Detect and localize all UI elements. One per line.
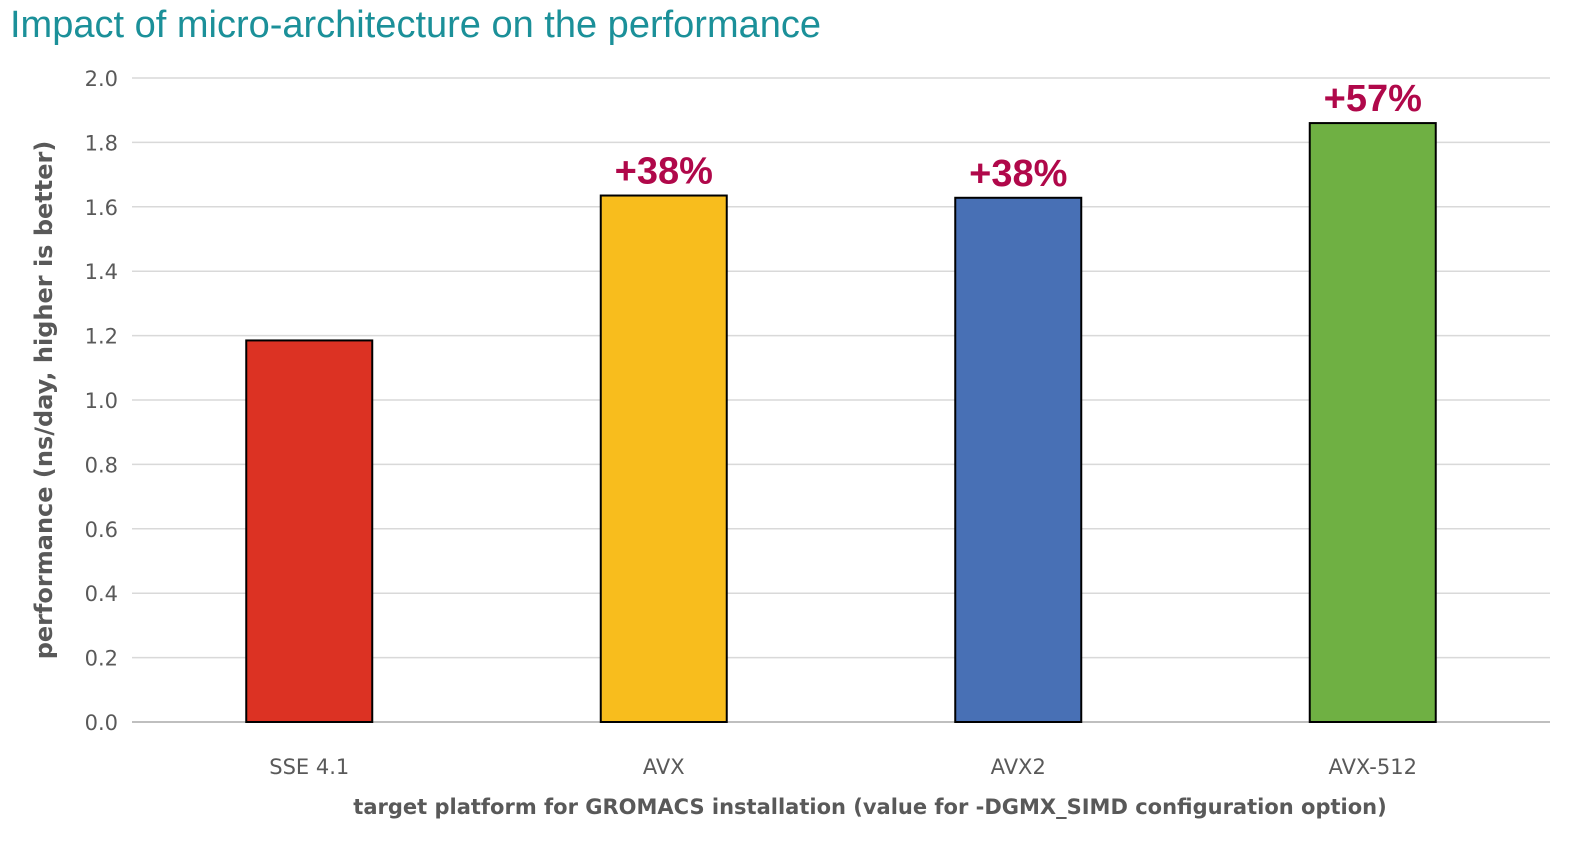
y-axis-title: performance (ns/day, higher is better) [30, 141, 58, 660]
bar-data-label: +57% [1324, 78, 1422, 120]
y-tick-label: 2.0 [85, 67, 118, 91]
y-tick-label: 1.0 [85, 389, 118, 413]
y-tick-label: 1.8 [85, 131, 118, 155]
bar [245, 339, 374, 723]
bar [954, 196, 1083, 723]
x-tick-label: SSE 4.1 [269, 755, 349, 779]
chart-title: Impact of micro-architecture on the perf… [10, 4, 822, 46]
bar-data-label: +38% [969, 153, 1067, 195]
x-tick-label: AVX-512 [1329, 755, 1417, 779]
y-axis-ticks: 0.0 0.2 0.4 0.6 0.8 1.0 1.2 1.4 1.6 1.8 2.0 [85, 67, 118, 735]
x-axis-ticks: SSE 4.1 AVX AVX2 AVX-512 [269, 755, 1417, 779]
y-tick-label: 1.4 [85, 260, 118, 284]
bar [1308, 122, 1437, 723]
y-tick-label: 1.2 [85, 325, 118, 349]
bars [245, 122, 1437, 723]
y-tick-label: 0.6 [85, 518, 118, 542]
data-labels: +38% +38% +57% [615, 78, 1422, 195]
x-tick-label: AVX2 [991, 755, 1046, 779]
y-tick-label: 1.6 [85, 196, 118, 220]
bar-data-label: +38% [615, 151, 713, 193]
y-tick-label: 0.0 [85, 711, 118, 735]
x-axis-title: target platform for GROMACS installation… [353, 795, 1386, 819]
y-tick-label: 0.4 [85, 582, 118, 606]
bar [599, 194, 728, 723]
y-tick-label: 0.2 [85, 647, 118, 671]
x-tick-label: AVX [643, 755, 685, 779]
y-tick-label: 0.8 [85, 453, 118, 477]
